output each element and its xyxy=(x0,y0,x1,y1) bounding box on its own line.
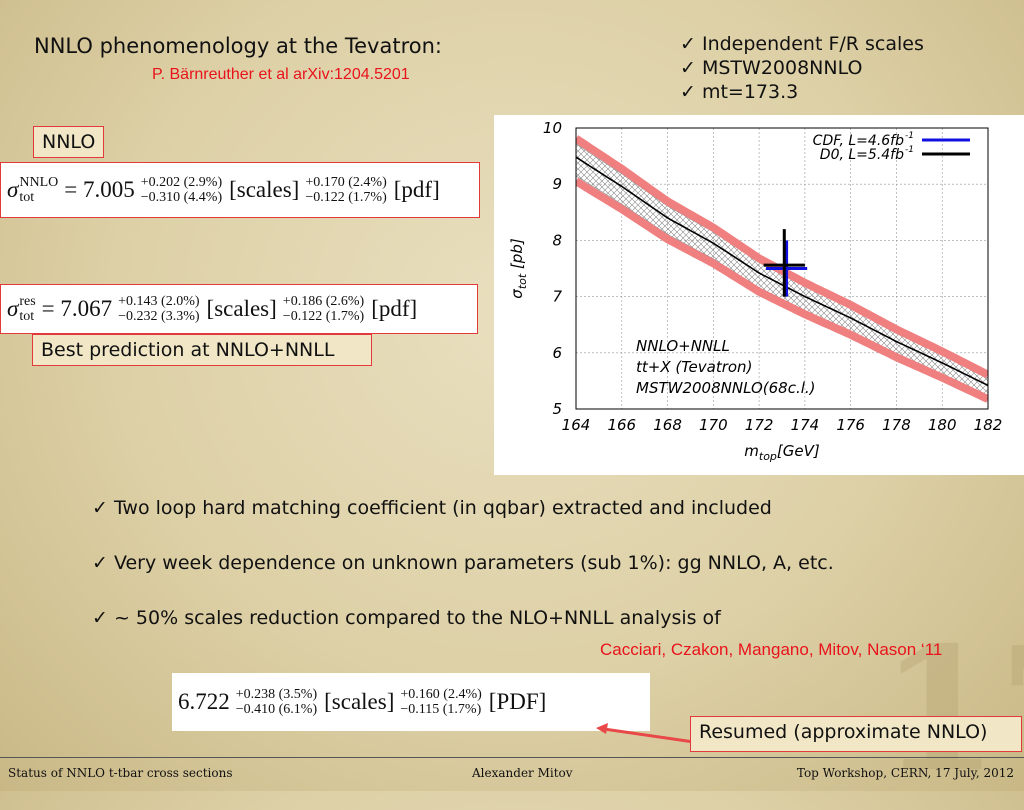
check-item: ✓ mt=173.3 xyxy=(680,81,799,103)
chart-annotation: MSTW2008NNLO(68c.l.) xyxy=(636,379,816,397)
check-list: ✓ Independent F/R scales ✓ MSTW2008NNLO … xyxy=(680,32,924,104)
footer-left: Status of NNLO t-tbar cross sections xyxy=(8,766,233,780)
y-tick-label: 7 xyxy=(552,288,562,306)
chart-svg: 164 166 168 170 172 174 176 178 180 182 5 6 7 8 9 10 CDF… xyxy=(508,119,1003,463)
chart-annotation: NNLO+NNLL xyxy=(636,337,730,355)
x-tick-label: 164 xyxy=(562,416,591,434)
slide-number-watermark: 17 xyxy=(880,610,1024,810)
y-tick-label: 6 xyxy=(552,344,562,362)
check-icon: ✓ xyxy=(92,607,108,629)
citation: Cacciari, Czakon, Mangano, Mitov, Nason … xyxy=(600,640,943,659)
x-axis-label: mtop[GeV] xyxy=(744,442,820,463)
pdf-band-upper xyxy=(576,135,988,379)
best-prediction-label: Best prediction at NNLO+NNLL xyxy=(32,334,372,366)
x-tick-label: 170 xyxy=(699,416,728,434)
slide-title: NNLO phenomenology at the Tevatron: xyxy=(34,34,442,58)
check-item: ✓ MSTW2008NNLO xyxy=(680,57,863,79)
y-tick-label: 5 xyxy=(552,400,562,418)
cross-section-chart: 164 166 168 170 172 174 176 178 180 182 5 6 7 8 9 10 CDF… xyxy=(494,115,1024,475)
formula-res: σ res tot = 7.067 +0.143 (2.0%) −0.232 (3.3… xyxy=(0,284,478,334)
footer-center: Alexander Mitov xyxy=(472,766,573,780)
chart-annotation: tt+X (Tevatron) xyxy=(636,358,752,376)
central-curve xyxy=(576,156,988,387)
x-tick-label: 182 xyxy=(974,416,1003,434)
nnlo-label: NNLO xyxy=(33,126,105,158)
x-tick-label: 178 xyxy=(882,416,911,434)
formula-previous: 6.722 +0.238 (3.5%) −0.410 (6.1%) [scales… xyxy=(172,673,650,731)
legend-label: D0, L=5.4fb xyxy=(820,147,904,163)
y-tick-label: 9 xyxy=(552,175,562,193)
check-icon: ✓ xyxy=(92,552,108,574)
y-axis-label: σtot [pb] xyxy=(508,238,529,299)
bullet-item: ✓ Two loop hard matching coefficient (in… xyxy=(92,497,772,519)
y-tick-label: 10 xyxy=(543,119,562,137)
y-tick-label: 8 xyxy=(552,231,562,249)
check-item: ✓ Independent F/R scales xyxy=(680,33,924,55)
formula-nnlo: σ NNLO tot = 7.005 +0.202 (2.9%) −0.310 (4.… xyxy=(0,162,480,218)
x-tick-label: 172 xyxy=(745,416,774,434)
check-icon: ✓ xyxy=(680,57,696,79)
legend-label-sup: -1 xyxy=(905,131,914,141)
plot-frame xyxy=(575,127,989,410)
check-icon: ✓ xyxy=(680,33,696,55)
legend-label: CDF, L=4.6fb xyxy=(813,133,904,149)
arrow-icon xyxy=(596,723,695,744)
x-tick-label: 176 xyxy=(836,416,865,434)
resumed-label: Resumed (approximate NNLO) xyxy=(690,716,1022,752)
footer-divider xyxy=(0,757,1024,758)
x-tick-label: 166 xyxy=(607,416,636,434)
pdf-band-lower xyxy=(576,177,988,403)
footer-right: Top Workshop, CERN, 17 July, 2012 xyxy=(796,766,1014,780)
check-icon: ✓ xyxy=(680,81,696,103)
x-tick-label: 180 xyxy=(928,416,957,434)
x-tick-label: 168 xyxy=(653,416,682,434)
bullet-item: ✓ ~ 50% scales reduction compared to the… xyxy=(92,607,721,629)
x-tick-label: 174 xyxy=(791,416,820,434)
bullet-item: ✓ Very week dependence on unknown parame… xyxy=(92,552,834,574)
reference: P. Bärnreuther et al arXiv:1204.5201 xyxy=(152,66,410,83)
check-icon: ✓ xyxy=(92,497,108,519)
legend-label-sup: -1 xyxy=(905,145,914,155)
